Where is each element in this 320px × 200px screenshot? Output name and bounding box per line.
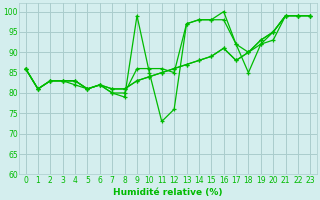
X-axis label: Humidité relative (%): Humidité relative (%)	[113, 188, 223, 197]
